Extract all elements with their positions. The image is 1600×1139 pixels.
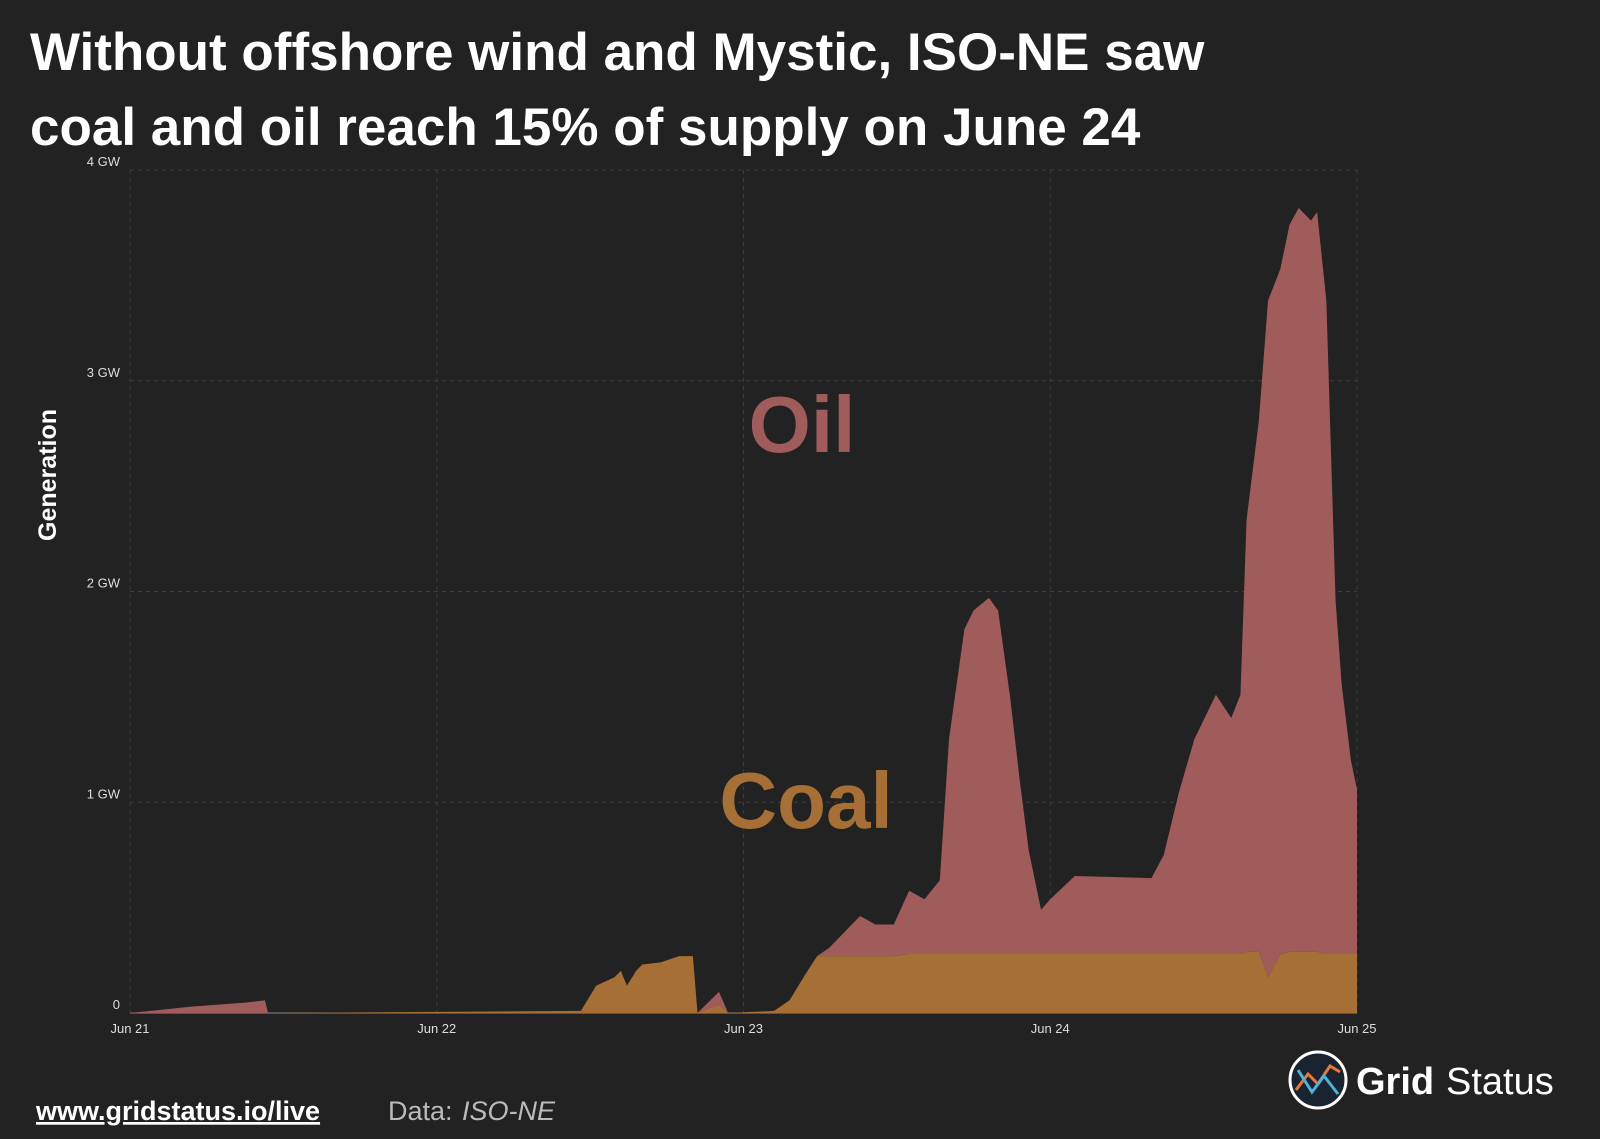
y-tick-label: 2 GW	[87, 576, 121, 591]
logo-line	[1296, 1069, 1340, 1095]
source: ISO-NE	[462, 1096, 556, 1126]
chart-title: Without offshore wind and Mystic, ISO-NE…	[30, 23, 1205, 82]
y-tick-label: 1 GW	[87, 786, 121, 801]
area	[130, 951, 1357, 1013]
x-tick-label: Jun 22	[417, 1021, 456, 1036]
labels: 0 1 GW 2 GW 3 GW 4 GW Jun 21 Jun 22 Jun 23 Jun 2…	[87, 154, 1377, 1036]
plot	[130, 207, 1357, 1013]
footer-link[interactable]: www.gridstatus.io/live	[35, 1096, 320, 1126]
chart-title: coal and oil reach 15% of supply on June…	[30, 98, 1141, 157]
legend-label: Oil	[749, 380, 856, 469]
x-tick-label: Jun 25	[1337, 1021, 1376, 1036]
source-label: Data:	[388, 1096, 453, 1126]
logo-icon	[1288, 1050, 1348, 1110]
x-tick-label: Jun 21	[110, 1021, 149, 1036]
y-tick-label: 0	[113, 997, 120, 1012]
brand-bold: Grid	[1356, 1061, 1434, 1103]
legend-label: Coal	[719, 756, 892, 845]
area	[130, 207, 1357, 1013]
brand: Status	[1446, 1061, 1554, 1103]
x-tick-label: Jun 23	[724, 1021, 763, 1036]
y-tick-label: 4 GW	[87, 154, 121, 169]
x-tick-label: Jun 24	[1031, 1021, 1070, 1036]
logo	[1288, 1050, 1348, 1110]
y-axis-title: Generation	[34, 409, 62, 541]
y-tick-label: 3 GW	[87, 365, 121, 380]
